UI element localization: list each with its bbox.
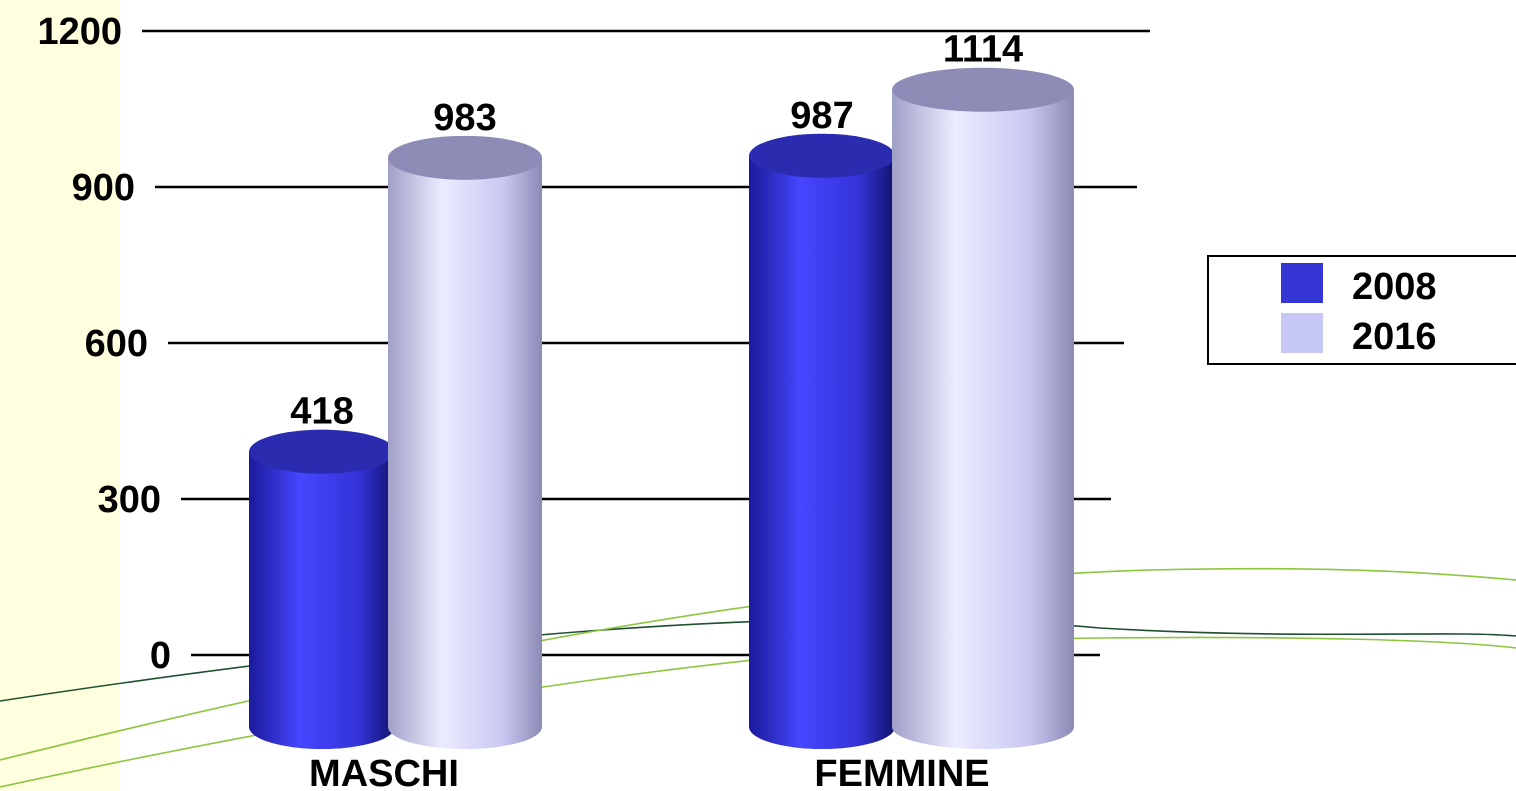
bar-body [892, 89, 1074, 750]
bar-body [749, 155, 895, 749]
bar-maschi-2008 [249, 429, 395, 749]
category-labels: MASCHI FEMMINE [309, 753, 990, 791]
bars [249, 67, 1074, 750]
left-background-strip [0, 0, 120, 791]
bar-top [749, 133, 895, 178]
legend: 2008 2016 [1207, 255, 1516, 365]
data-label-femmine-2008: 987 [790, 95, 853, 137]
bar-top [388, 135, 542, 180]
legend-swatch-2008 [1281, 263, 1323, 303]
bar-top [249, 429, 395, 474]
y-tick-0: 0 [150, 635, 171, 677]
bar-body [388, 157, 542, 750]
legend-label-2016: 2016 [1352, 316, 1437, 358]
bar-body [249, 451, 395, 749]
data-label-femmine-2016: 1114 [943, 29, 1023, 71]
y-tick-300: 300 [98, 479, 161, 521]
legend-label-2008: 2008 [1352, 266, 1437, 308]
y-tick-900: 900 [72, 167, 135, 209]
bar-top [892, 67, 1074, 112]
data-label-maschi-2016: 983 [433, 97, 496, 139]
y-tick-1200: 1200 [37, 11, 122, 53]
bar-femmine-2016 [892, 67, 1074, 750]
data-label-maschi-2008: 418 [290, 391, 353, 433]
legend-swatch-2016 [1281, 313, 1323, 353]
category-label-femmine: FEMMINE [814, 753, 989, 791]
y-axis-ticks: 0 300 600 900 1200 [37, 11, 171, 677]
bar-maschi-2016 [388, 135, 542, 750]
category-label-maschi: MASCHI [309, 753, 459, 791]
legend-box [1207, 255, 1516, 365]
bar-femmine-2008 [749, 133, 895, 749]
y-tick-600: 600 [85, 323, 148, 365]
data-labels: 418 983 987 1114 [290, 29, 1023, 433]
